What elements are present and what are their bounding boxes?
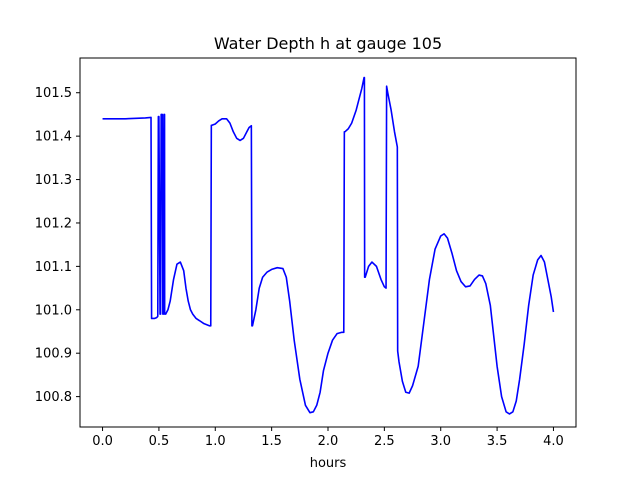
y-tick-label: 101.3 [35, 173, 72, 188]
y-tick-label: 100.9 [35, 347, 72, 362]
series-line-0 [102, 76, 555, 415]
y-tick-label: 101.4 [35, 130, 72, 145]
y-axis: 100.8 100.9 101.0 101.1 101.2 101.3 101.4 101.5 [35, 86, 80, 405]
x-tick-label: 2.5 [374, 434, 395, 449]
y-tick-label: 101.2 [35, 216, 72, 231]
x-tick-label: 3.5 [487, 434, 508, 449]
y-tick-label: 100.8 [35, 390, 72, 405]
x-tick-label: 0.0 [92, 434, 113, 449]
chart-title: Water Depth h at gauge 105 [214, 34, 442, 53]
x-tick-label: 3.0 [430, 434, 451, 449]
x-tick-label: 2.0 [318, 434, 339, 449]
plot-area [102, 76, 555, 415]
x-tick-label: 0.5 [149, 434, 170, 449]
y-tick-label: 101.5 [35, 86, 72, 101]
x-tick-label: 1.0 [205, 434, 226, 449]
x-tick-label: 1.5 [261, 434, 282, 449]
y-tick-label: 101.0 [35, 303, 72, 318]
x-tick-label: 4.0 [543, 434, 564, 449]
y-tick-label: 101.1 [35, 260, 72, 275]
x-axis-label: hours [310, 456, 347, 471]
axes-frame [79, 57, 577, 428]
x-axis: 0.0 0.5 1.0 1.5 2.0 2.5 3.0 3.5 4.0 [92, 427, 564, 449]
